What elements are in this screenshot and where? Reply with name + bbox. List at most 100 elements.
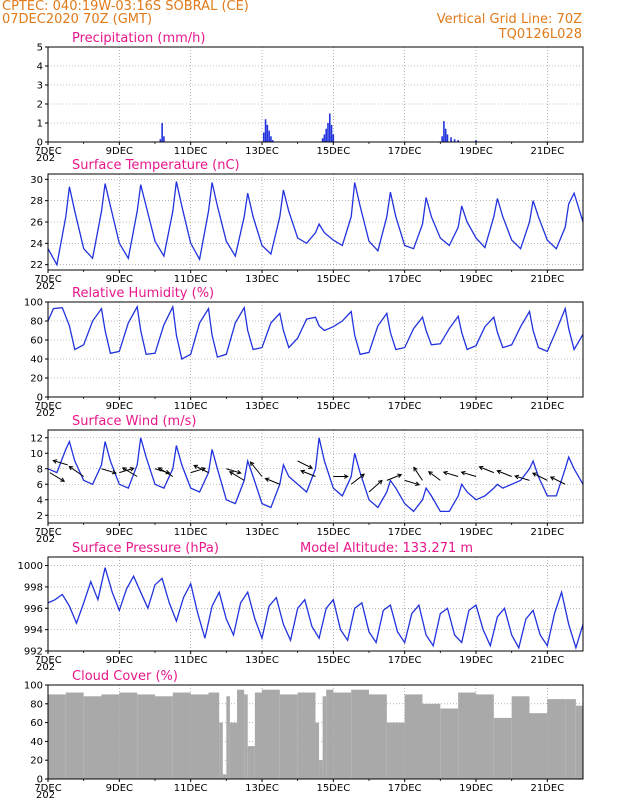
- y-tick-label: 80: [30, 317, 43, 328]
- y-tick-label: 28: [30, 196, 43, 207]
- humidity-title: Relative Humidity (%): [72, 286, 214, 301]
- header-run-time: 07DEC2020 70Z (GMT): [2, 12, 153, 27]
- precip-bar: [457, 140, 459, 142]
- x-tick-label: 17DEC: [388, 783, 422, 794]
- cloud-column: [247, 746, 255, 779]
- precip-bar: [262, 132, 265, 142]
- x-tick-label: 21DEC: [530, 527, 564, 538]
- x-tick-label: 15DEC: [316, 401, 350, 412]
- y-tick-label: 40: [30, 737, 43, 748]
- precip-bar: [332, 134, 335, 142]
- y-tick-label: 22: [30, 260, 43, 271]
- x-tick-label: 11DEC: [174, 401, 208, 412]
- wind-arrow-head: [360, 473, 365, 479]
- wind-arrow-head: [193, 464, 199, 469]
- wind-arrow-head: [121, 467, 127, 472]
- precip-bar: [271, 140, 274, 142]
- wind-arrow: [368, 480, 383, 493]
- wind-arrow: [154, 468, 170, 474]
- x-tick-label: 7DEC: [34, 655, 61, 666]
- wind-arrow: [443, 471, 459, 477]
- cloud-column: [137, 694, 155, 779]
- precip-bar: [327, 123, 329, 142]
- wind-arrow-head: [157, 467, 163, 472]
- y-tick-label: 24: [30, 239, 43, 250]
- y-tick-label: 100: [24, 681, 43, 692]
- pressure-title: Surface Pressure (hPa): [72, 541, 219, 556]
- x-tick-label: 17DEC: [388, 146, 422, 157]
- cloud-column: [254, 692, 262, 779]
- precipitation-panel: 0 1 2 3 4 5 7DEC 9DEC 11DEC 13DEC 15DEC 17DEC 19DEC 2…: [34, 31, 584, 164]
- y-tick-label: 100: [24, 298, 43, 309]
- wind-arrow: [265, 478, 281, 485]
- x-tick-label: 19DEC: [459, 146, 493, 157]
- x-tick-label: 21DEC: [530, 146, 564, 157]
- wind-arrow: [226, 468, 241, 474]
- wind-arrow: [428, 471, 441, 481]
- wind-arrow-head: [427, 471, 433, 476]
- y-tick-label: 10: [30, 449, 43, 460]
- x-tick-label: 9DEC: [106, 146, 133, 157]
- x-tick-label: 13DEC: [245, 146, 279, 157]
- cloud-column: [226, 696, 230, 779]
- x-tick-label: 15DEC: [316, 146, 350, 157]
- x-tick-label: 19DEC: [459, 401, 493, 412]
- wind-arrow: [190, 467, 206, 474]
- precip-bar: [159, 139, 162, 142]
- y-tick-label: 5: [37, 43, 43, 54]
- x-tick-label: 13DEC: [245, 783, 279, 794]
- x-tick-label: 17DEC: [388, 655, 422, 666]
- pressure-frame: [47, 556, 584, 652]
- cloud-column: [101, 694, 120, 779]
- cloud-column: [458, 692, 476, 779]
- cloud-cover-panel: 0 20 40 60 80 100 7DEC 9DEC 11DEC 13DEC 15DEC 17DEC…: [24, 669, 584, 800]
- y-tick-label: 1000: [18, 561, 43, 572]
- y-tick-label: 4: [37, 495, 43, 506]
- wind-arrow-head: [264, 477, 270, 482]
- wind-arrow: [550, 476, 566, 485]
- wind-arrow: [229, 471, 245, 481]
- x-tick-label: 7DEC: [34, 783, 61, 794]
- wind-arrow: [404, 479, 420, 486]
- wind-arrow: [532, 472, 548, 481]
- precip-bar: [453, 139, 456, 142]
- header-station: CPTEC: 040:19W-03:16S SOBRAL (CE): [2, 0, 249, 14]
- humidity-frame: [47, 301, 584, 398]
- x-tick-label: 21DEC: [530, 655, 564, 666]
- precip-bar: [161, 123, 163, 142]
- year-label: 202: [36, 153, 55, 164]
- cloud-column: [119, 692, 138, 779]
- cloud-column: [155, 696, 173, 779]
- x-tick-label: 13DEC: [245, 274, 279, 285]
- y-tick-label: 26: [30, 218, 43, 229]
- wind-arrow-head: [442, 470, 448, 476]
- x-tick-label: 19DEC: [459, 655, 493, 666]
- precip-bar: [444, 128, 447, 142]
- x-tick-label: 13DEC: [245, 401, 279, 412]
- humidity-series-line: [47, 304, 584, 360]
- precip-bar: [446, 134, 449, 142]
- y-tick-label: 0: [37, 138, 43, 149]
- y-tick-label: 20: [30, 374, 43, 385]
- y-tick-label: 3: [37, 81, 43, 92]
- x-tick-label: 9DEC: [106, 274, 133, 285]
- x-tick-label: 11DEC: [174, 783, 208, 794]
- wind-arrow: [49, 472, 65, 482]
- cloud-column: [48, 694, 66, 779]
- wind-arrow-head: [415, 481, 421, 487]
- y-tick-label: 80: [30, 699, 43, 710]
- cloud-column: [319, 760, 323, 779]
- cloud-column: [262, 689, 280, 779]
- wind-arrow: [158, 467, 174, 477]
- cloud-column: [511, 696, 530, 779]
- x-tick-label: 11DEC: [174, 655, 208, 666]
- wind-arrow-head: [413, 466, 418, 472]
- cloud-cover-title: Cloud Cover (%): [72, 669, 178, 684]
- cloud-column: [351, 689, 369, 779]
- pressure-panel: 992 994 996 998 1000 7DEC 9DEC 11DEC 13DEC 15DEC 1…: [18, 541, 584, 673]
- year-label: 202: [36, 281, 55, 292]
- cloud-column: [322, 696, 327, 779]
- precipitation-frame: [47, 46, 584, 143]
- wind-frame: [47, 429, 584, 524]
- cloud-column: [565, 699, 576, 779]
